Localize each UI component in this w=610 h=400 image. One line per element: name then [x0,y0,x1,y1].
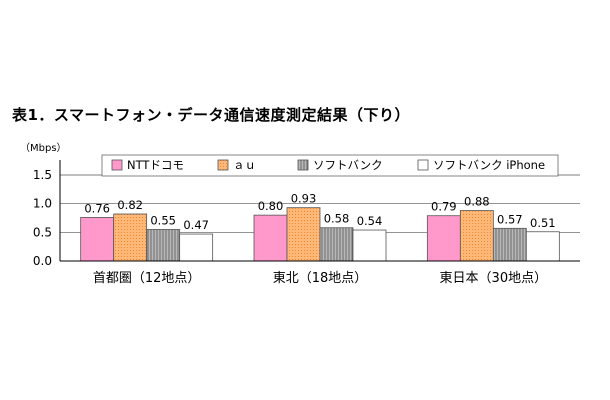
data-label: 0.93 [291,192,317,206]
legend-swatch [417,159,429,171]
bar [286,207,321,262]
bar [426,215,461,262]
bar [113,213,148,262]
data-label: 0.51 [530,216,556,230]
bar [492,227,527,262]
y-tick-label: 0.5 [33,225,52,239]
axes: 0.0 0.5 1.0 1.5 首都圏（12地点） 東北（18地点） 東日本（30地点） [33,160,580,286]
data-label: 0.57 [497,212,523,226]
legend-swatch [217,159,229,171]
legend-entry: ソフトバンク [313,158,383,172]
legend-entry: ａｕ [233,158,256,172]
data-labels: 0.76 0.82 0.55 0.47 0.80 0.93 0.58 0.54 0.79 0.88… [84,192,555,232]
category-label: 東日本（30地点） [440,270,548,286]
bar [179,233,214,262]
bar [525,231,560,262]
data-label: 0.58 [324,212,350,226]
bar [459,210,494,262]
data-label: 0.79 [431,200,457,214]
data-label: 0.80 [258,199,284,213]
data-label: 0.55 [150,213,176,227]
bar [146,229,181,262]
legend-entry: ソフトバンク iPhone [433,158,545,172]
bar [352,229,387,262]
chart-title: 表1．スマートフォン・データ通信速度測定結果（下り） [12,106,410,124]
category-label: 東北（18地点） [273,270,368,286]
legend-entry: NTTドコモ [127,158,184,172]
legend-box [101,154,559,177]
y-tick-label: 1.5 [33,168,52,182]
data-label: 0.54 [357,214,383,228]
category-label: 首都圏（12地点） [93,271,201,286]
bar [253,214,288,262]
data-label: 0.82 [117,198,143,212]
data-label: 0.76 [84,201,110,215]
data-label: 0.47 [183,218,209,232]
data-label: 0.88 [464,195,490,209]
y-tick-label: 1.0 [33,197,52,211]
bar [80,217,115,262]
y-tick-label: 0.0 [33,254,52,268]
bar [319,227,354,262]
y-axis-unit-label: （Mbps） [20,142,67,154]
legend: NTTドコモ ａｕ ソフトバンク ソフトバンク iPhone [101,154,559,177]
legend-swatch [111,159,123,171]
bars [80,207,560,262]
legend-swatch [297,159,309,171]
